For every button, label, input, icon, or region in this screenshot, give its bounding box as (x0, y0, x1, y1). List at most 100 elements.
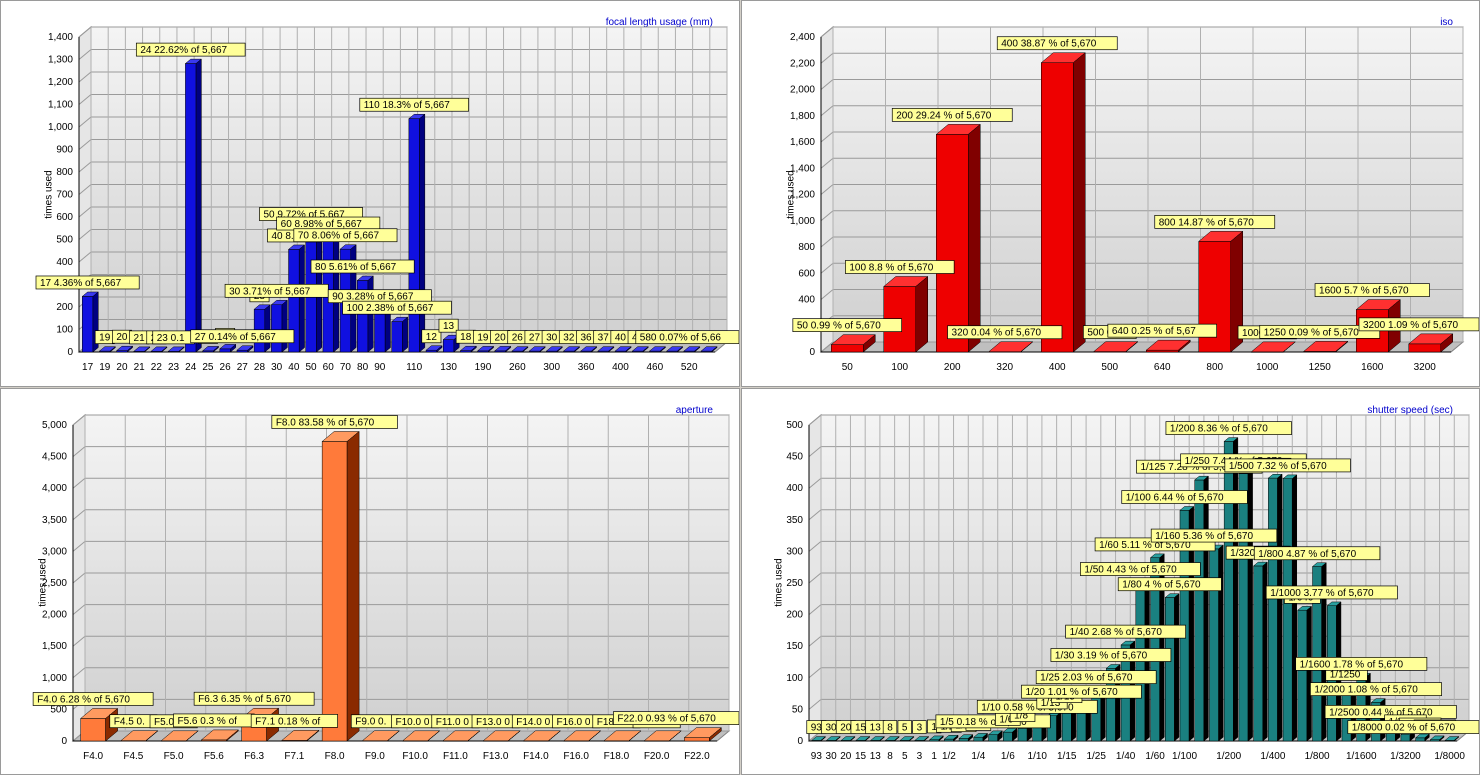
bar-side (145, 730, 159, 742)
bar-side (1230, 230, 1243, 353)
data-label-box (271, 415, 398, 429)
y-tick-label: 2,500 (42, 578, 67, 589)
y-tick-label: 700 (56, 190, 73, 201)
bar (160, 730, 199, 742)
bar (899, 736, 915, 742)
data-label-text: 80 5.61% of 5,667 (315, 262, 397, 273)
data-label-box (1259, 324, 1381, 339)
x-tick-label: F9.0 (365, 751, 385, 762)
x-tick-label: 1/10 (1028, 751, 1048, 762)
x-tick-label: 1/40 (1116, 751, 1136, 762)
x-tick-label: F4.5 (123, 751, 143, 762)
y-tick-label: 1,100 (48, 100, 73, 111)
bar (883, 275, 929, 353)
bar-side (298, 244, 305, 353)
bar (482, 730, 521, 742)
focal-length-chart-panel: focal length usage (mm) times used 0 100 200… (0, 0, 740, 387)
data-label: 1/500 7.32 % of 5,670 (1224, 458, 1351, 473)
bar (870, 736, 886, 742)
data-label-text: F8.0 83.58 % of 5,670 (276, 417, 375, 428)
data-label-text: F16.0 0 (557, 717, 591, 728)
bar-side (1020, 341, 1033, 353)
gridline (78, 184, 92, 195)
data-label-text: 320 0.04 % of 5,670 (952, 328, 1042, 339)
data-label: 1250 0.09 % of 5,670 (1259, 324, 1381, 339)
bar (1282, 474, 1298, 742)
data-label-text: 50 9.72% of 5,667 (263, 210, 345, 221)
x-tick-label: 1/3200 (1390, 751, 1421, 762)
data-label-text: 100 2.38% of 5,667 (347, 303, 434, 314)
data-label-text: 24 22.62% of 5,667 (140, 45, 227, 56)
x-tick-label: 460 (646, 362, 663, 373)
bar-side (195, 58, 202, 353)
data-label-text: 1/2500 0.44 % of 5,670 (1329, 707, 1433, 718)
y-tick-label: 300 (786, 546, 803, 557)
y-tick-label: 0 (67, 347, 73, 358)
x-tick-label: 1/100 (1172, 751, 1197, 762)
x-tick-label: F4.0 (83, 751, 103, 762)
gridline (72, 541, 86, 552)
x-tick-label: 70 (340, 362, 352, 373)
gridline (808, 635, 822, 647)
data-label: 17 4.36% of 5,667 (35, 275, 140, 290)
data-label: 1/30 3.19 % of 5,670 (1050, 648, 1172, 662)
x-tick-label: 1/800 (1305, 751, 1330, 762)
x-tick-label: 30 (826, 751, 838, 762)
data-label: 23 0.1 (152, 330, 195, 345)
x-tick-label: 1250 (1309, 362, 1332, 373)
data-label-box (190, 329, 295, 344)
bar (1002, 727, 1018, 742)
x-tick-label: 400 (612, 362, 629, 373)
x-tick-label: 190 (475, 362, 492, 373)
x-tick-label: 50 (305, 362, 317, 373)
data-label: 5 (897, 720, 912, 734)
data-label-text: 200 29.24 % of 5,670 (896, 110, 992, 121)
bar (120, 730, 159, 742)
x-tick-label: 3 (917, 751, 923, 762)
data-label-text: 1/13 (1041, 698, 1061, 709)
x-tick-label: 1 (931, 751, 937, 762)
data-label-box (421, 329, 442, 344)
data-label: 1/20 1.01 % of 5,670 (1021, 684, 1142, 699)
data-label-text: F13.0 0 (476, 717, 510, 728)
bar-side (161, 346, 168, 353)
data-label-text: 60 8.98% of 5,667 (281, 219, 363, 230)
gridline (820, 131, 834, 143)
bar-side (835, 736, 841, 742)
bar-side (427, 730, 440, 742)
data-label: 30 (541, 330, 562, 345)
y-tick-label: 2,400 (790, 32, 815, 43)
x-tick-label: 93 (811, 751, 823, 762)
x-tick-label: F5.6 (204, 751, 224, 762)
bar-side (1291, 474, 1298, 742)
data-label-text: 1/80 4 % of 5,670 (1122, 580, 1201, 591)
x-tick-label: 1/15 (1057, 751, 1077, 762)
y-tick-label: 200 (56, 302, 73, 313)
gridline (78, 49, 92, 60)
data-label: 1/1000 3.77 % of 5,670 (1265, 585, 1398, 600)
bar-side (863, 334, 876, 353)
y-tick-label: 3,000 (42, 546, 67, 557)
data-label-text: F4.5 0. (114, 717, 145, 728)
data-label-text: 580 0.07% of 5,66 (640, 333, 722, 344)
data-label-text: 26 (512, 333, 524, 344)
data-label-text: 100 8.8 % of 5,670 (849, 263, 933, 274)
bar (287, 244, 306, 353)
data-label: 40 (610, 330, 631, 345)
y-tick-label: 200 (786, 610, 803, 621)
data-label-text: 1/2000 1.08 % of 5,670 (1314, 685, 1418, 696)
shutter-chart-title: shutter speed (sec) (1367, 405, 1453, 416)
x-tick-label: 260 (509, 362, 526, 373)
bar-side (1283, 341, 1296, 353)
x-tick-label: 1000 (1256, 362, 1279, 373)
bar-front (988, 734, 998, 742)
bar-front (973, 736, 984, 742)
data-label-box (250, 714, 338, 728)
bar (700, 346, 718, 353)
bar (167, 346, 185, 353)
bar-front (391, 321, 403, 353)
gridline (72, 635, 86, 647)
bar-side (178, 346, 185, 353)
bar (115, 345, 134, 353)
